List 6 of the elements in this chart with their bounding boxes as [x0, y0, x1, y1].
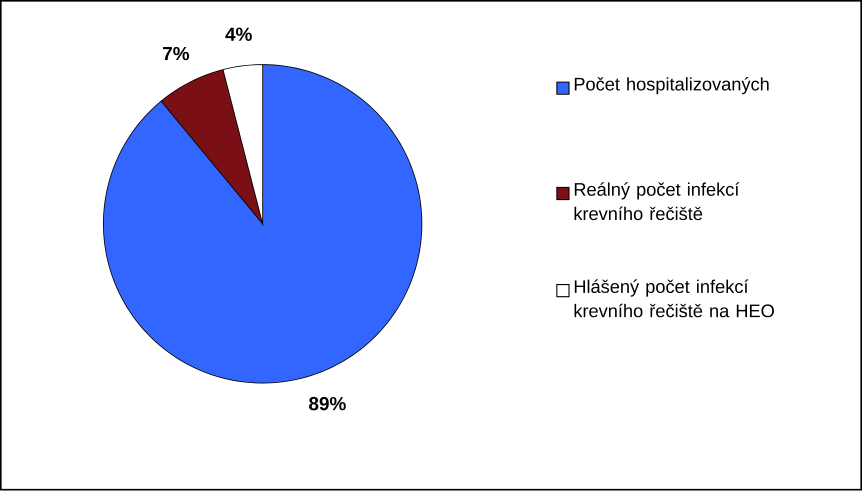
legend-label: Reálný počet infekcí krevního řečiště — [574, 182, 740, 220]
data-label: 4% — [225, 28, 252, 42]
legend-label: Počet hospitalizovaných — [574, 77, 769, 94]
data-label: 89% — [309, 397, 346, 411]
legend-label: Hlášený počet infekcí krevního řečiště na HEO — [574, 280, 774, 318]
data-label: 7% — [163, 47, 190, 60]
